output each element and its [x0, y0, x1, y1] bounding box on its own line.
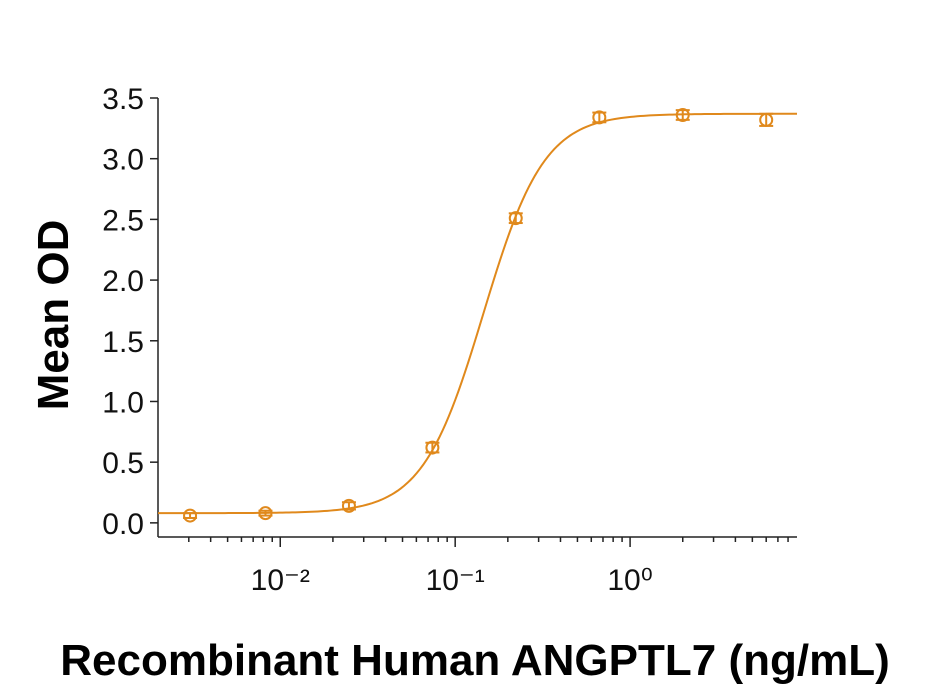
y-tick-label: 2.5 [102, 204, 144, 237]
data-point [675, 107, 690, 122]
data-point [425, 440, 440, 455]
fit-curve [158, 112, 798, 515]
x-axis-title: Recombinant Human ANGPTL7 (ng/mL) [60, 636, 890, 685]
y-tick-label: 2.0 [102, 265, 144, 298]
y-tick-label: 0.0 [102, 508, 144, 541]
data-point [341, 498, 356, 513]
x-tick-label: 10⁰ [607, 564, 652, 597]
y-axis-title: Mean OD [29, 220, 78, 411]
x-tick-label: 10⁻¹ [426, 564, 485, 597]
x-tick-label: 10⁻² [251, 564, 310, 597]
y-tick-label: 3.0 [102, 144, 144, 177]
y-tick-label: 1.0 [102, 386, 144, 419]
y-tick-label: 3.5 [102, 83, 144, 116]
data-point [759, 112, 774, 127]
data-point [508, 211, 523, 226]
y-tick-label: 0.5 [102, 447, 144, 480]
data-point [592, 110, 607, 125]
y-tick-label: 1.5 [102, 326, 144, 359]
data-point [258, 506, 273, 521]
data-point [183, 508, 198, 523]
